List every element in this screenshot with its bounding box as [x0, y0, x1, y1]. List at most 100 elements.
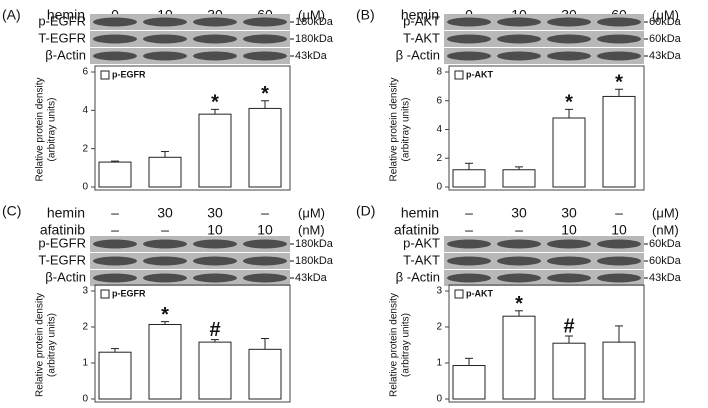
chart-frame — [94, 65, 291, 191]
y-tick-label: 8 — [436, 67, 442, 78]
blot-size: 60kDa — [649, 16, 682, 28]
blot-band — [93, 239, 137, 249]
significance-mark: * — [211, 92, 219, 114]
condition-unit: (μM) — [652, 205, 679, 220]
bar — [148, 156, 182, 188]
blot-band — [193, 34, 237, 44]
blot-name: T-AKT — [403, 30, 440, 45]
bar — [248, 348, 282, 400]
y-tick-label: 0 — [436, 182, 442, 193]
blot-band — [243, 239, 287, 249]
y-axis-label: Relative protein density — [389, 293, 400, 397]
legend-swatch — [100, 289, 110, 299]
blot-strip — [444, 48, 644, 64]
condition-label: – — [111, 205, 119, 221]
condition-label: – — [465, 205, 473, 221]
y-tick-label: 0 — [82, 182, 88, 193]
error-bar — [111, 348, 119, 353]
chart-frame — [448, 284, 645, 403]
condition-label: – — [615, 205, 623, 221]
blot-strip — [90, 48, 290, 64]
blot-band — [447, 17, 491, 27]
blot-band — [143, 17, 187, 27]
blot-band — [243, 51, 287, 61]
significance-mark: * — [615, 72, 623, 94]
blot-band — [497, 273, 541, 283]
bar — [248, 107, 282, 188]
panel-label: (B) — [356, 7, 375, 23]
blot-band — [547, 34, 591, 44]
blot-name: T-EGFR — [38, 252, 86, 267]
error-bar — [211, 339, 219, 343]
condition-name: afatinib — [40, 222, 85, 238]
y-tick-label: 6 — [82, 67, 88, 78]
y-tick-label: 1 — [436, 358, 442, 369]
bar — [502, 169, 536, 188]
blot-name: β-Actin — [45, 269, 86, 284]
y-tick-label: 2 — [436, 322, 442, 333]
condition-unit: (nM) — [652, 222, 679, 237]
condition-label: 30 — [157, 205, 173, 221]
blot-band — [93, 34, 137, 44]
bar — [98, 351, 132, 400]
legend-label: p-AKT — [466, 69, 493, 79]
legend-label: p-AKT — [466, 288, 493, 298]
blot-name: p-AKT — [403, 235, 440, 250]
panel-label: (C) — [2, 203, 21, 219]
blot-strip — [444, 14, 644, 30]
y-tick-label: 4 — [82, 105, 88, 116]
blot-band — [497, 51, 541, 61]
blot-band — [447, 51, 491, 61]
blot-band — [597, 17, 641, 27]
error-bar — [261, 100, 269, 109]
blot-band — [597, 34, 641, 44]
blot-band — [193, 256, 237, 266]
blot-strip — [90, 14, 290, 30]
blot-band — [93, 17, 137, 27]
panel-label: (A) — [2, 7, 21, 23]
error-bar — [465, 162, 473, 170]
blot-name: β-Actin — [45, 47, 86, 62]
blot-strip — [444, 236, 644, 252]
error-bar — [161, 151, 169, 158]
blot-band — [497, 239, 541, 249]
blot-size: 180kDa — [295, 238, 334, 250]
blot-size: 60kDa — [649, 255, 682, 267]
y-axis-label: Relative protein density — [389, 78, 400, 182]
y-tick-label: 2 — [436, 153, 442, 164]
blot-name: p-AKT — [403, 13, 440, 28]
error-bar — [515, 166, 523, 170]
blot-size: 60kDa — [649, 238, 682, 250]
condition-label: – — [515, 222, 523, 238]
condition-label: – — [465, 222, 473, 238]
y-axis-label: Relative protein density — [35, 293, 46, 397]
condition-label: 10 — [561, 222, 577, 238]
blot-band — [143, 51, 187, 61]
y-tick-label: 1 — [82, 358, 88, 369]
blot-band — [143, 256, 187, 266]
legend-swatch — [454, 70, 464, 80]
blot-strip — [444, 31, 644, 47]
blot-band — [243, 256, 287, 266]
condition-label: – — [161, 222, 169, 238]
error-bar — [565, 335, 573, 344]
bar — [502, 315, 536, 400]
blot-strip — [444, 253, 644, 269]
blot-size: 180kDa — [295, 16, 334, 28]
bar — [98, 161, 132, 188]
condition-name: hemin — [47, 7, 85, 23]
y-axis-label: (arbitray units) — [401, 98, 412, 162]
blot-band — [597, 273, 641, 283]
legend-label: p-EGFR — [112, 288, 146, 298]
y-axis-label: (arbitray units) — [401, 313, 412, 377]
bar — [198, 113, 232, 188]
bar — [452, 365, 486, 400]
bar — [602, 95, 636, 188]
bar — [552, 342, 586, 400]
blot-band — [447, 239, 491, 249]
error-bar — [515, 310, 523, 317]
error-bar — [615, 88, 623, 97]
significance-mark: * — [515, 293, 523, 315]
blot-band — [597, 256, 641, 266]
